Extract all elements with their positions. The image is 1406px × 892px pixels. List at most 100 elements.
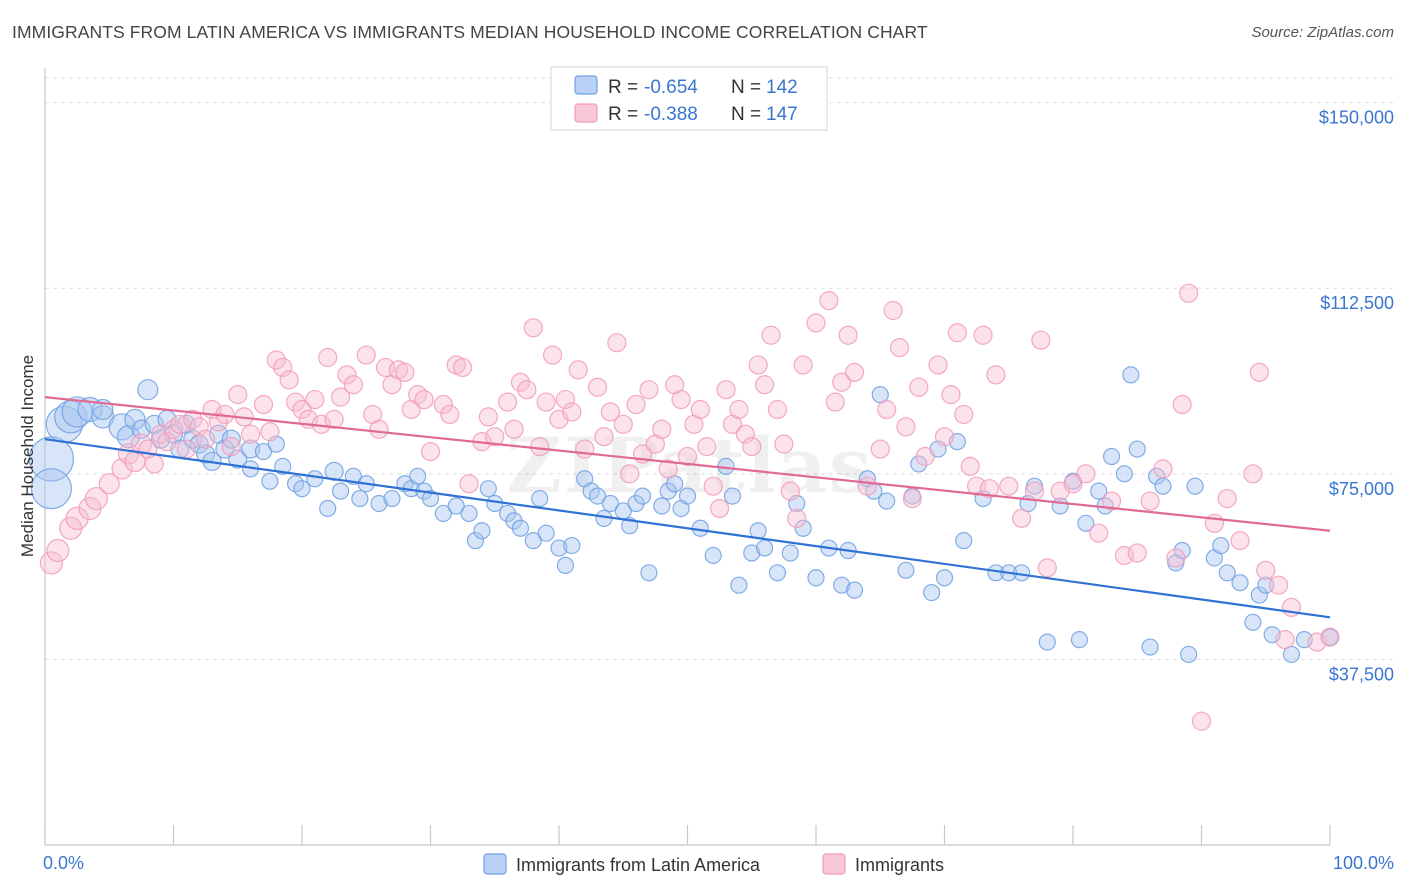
point-latin-america-37 (319, 499, 337, 518)
point-immigrants-15 (163, 419, 184, 439)
point-immigrants-114 (857, 476, 878, 496)
point-immigrants-100 (748, 355, 768, 375)
point-immigrants-98 (735, 424, 755, 444)
point-immigrants-66 (523, 318, 543, 338)
point-immigrants-115 (870, 439, 890, 459)
point-latin-america-122 (1102, 447, 1121, 466)
point-immigrants-43 (356, 345, 376, 365)
point-immigrants-127 (954, 404, 974, 425)
y-tick-label-2: $112,500 (1320, 293, 1394, 313)
point-immigrants-102 (761, 325, 781, 345)
point-immigrants-132 (986, 365, 1006, 385)
point-immigrants-160 (1307, 632, 1327, 652)
point-immigrants-79 (613, 414, 633, 434)
point-immigrants-6 (98, 473, 120, 495)
legend-n-value-1: 142 (766, 77, 798, 98)
point-latin-america-131 (1180, 645, 1198, 664)
legend-r-label-2: R = (608, 104, 638, 125)
point-latin-america-101 (897, 561, 915, 579)
point-immigrants-65 (517, 380, 537, 400)
point-immigrants-57 (453, 357, 473, 378)
point-immigrants-108 (806, 313, 826, 333)
y-tick-label-0: $37,500 (1329, 664, 1394, 684)
point-immigrants-41 (337, 365, 357, 385)
point-latin-america-132 (1186, 477, 1204, 495)
chart-title: IMMIGRANTS FROM LATIN AMERICA VS IMMIGRA… (12, 22, 928, 42)
point-latin-america-92 (807, 569, 825, 587)
point-immigrants-120 (902, 488, 922, 509)
point-latin-america-88 (768, 564, 787, 582)
point-latin-america-74 (640, 564, 658, 582)
point-latin-america-91 (794, 519, 812, 537)
point-immigrants-32 (279, 370, 299, 390)
point-latin-america-118 (1070, 631, 1089, 649)
point-latin-america-138 (1250, 586, 1268, 604)
point-immigrants-81 (626, 394, 646, 415)
y-tick-label-3: $150,000 (1319, 108, 1394, 128)
point-immigrants-144 (1127, 543, 1147, 563)
point-latin-america-139 (1257, 576, 1275, 594)
point-latin-america-34 (293, 480, 311, 498)
point-immigrants-122 (915, 446, 935, 467)
point-immigrants-55 (440, 404, 460, 425)
point-latin-america-50 (447, 497, 465, 515)
point-immigrants-78 (607, 333, 627, 353)
point-latin-america-40 (351, 489, 369, 508)
point-immigrants-136 (1031, 330, 1051, 350)
point-immigrants-51 (408, 385, 428, 405)
point-immigrants-30 (266, 350, 286, 370)
x-tick-label-max: 100.0% (1333, 853, 1394, 873)
point-immigrants-126 (947, 323, 967, 343)
point-latin-america-106 (935, 569, 954, 587)
point-immigrants-110 (825, 392, 845, 412)
point-immigrants-94 (710, 498, 730, 519)
point-immigrants-74 (575, 439, 595, 459)
point-immigrants-91 (690, 399, 710, 420)
point-immigrants-64 (510, 372, 531, 392)
point-latin-america-11 (131, 419, 151, 439)
point-immigrants-24 (221, 437, 241, 457)
point-latin-america-42 (370, 494, 388, 513)
point-immigrants-113 (844, 362, 865, 382)
point-immigrants-158 (1275, 630, 1295, 650)
point-latin-america-58 (511, 519, 530, 537)
point-immigrants-80 (620, 464, 640, 484)
point-immigrants-150 (1191, 711, 1212, 731)
point-latin-america-67 (588, 487, 607, 505)
point-immigrants-49 (395, 362, 415, 382)
point-immigrants-142 (1101, 491, 1122, 511)
point-immigrants-17 (176, 439, 196, 459)
point-latin-america-1 (30, 468, 73, 510)
point-latin-america-4 (61, 396, 93, 428)
point-immigrants-34 (292, 399, 312, 420)
point-immigrants-13 (151, 424, 171, 444)
point-latin-america-115 (1038, 633, 1056, 651)
point-immigrants-42 (343, 375, 363, 395)
point-immigrants-5 (84, 486, 109, 511)
point-immigrants-101 (754, 375, 775, 395)
point-latin-america-89 (781, 544, 799, 562)
point-immigrants-95 (716, 380, 736, 400)
point-latin-america-103 (910, 455, 928, 473)
series-immigrants-points (39, 283, 1340, 731)
point-immigrants-28 (253, 394, 274, 415)
point-latin-america-48 (421, 489, 440, 508)
point-latin-america-8 (108, 413, 136, 441)
point-immigrants-33 (285, 392, 306, 412)
point-immigrants-93 (703, 476, 723, 496)
point-immigrants-38 (318, 347, 338, 368)
point-immigrants-154 (1243, 464, 1263, 484)
point-latin-america-75 (653, 497, 671, 515)
point-immigrants-72 (562, 402, 582, 422)
point-immigrants-116 (877, 399, 897, 420)
chart-source: Source: ZipAtlas.com (1251, 24, 1394, 41)
bottom-legend-swatch-latin-america (483, 853, 507, 875)
point-immigrants-83 (639, 380, 659, 400)
point-immigrants-76 (594, 427, 614, 447)
point-immigrants-104 (774, 434, 794, 454)
legend-n-label-1: N = (731, 77, 761, 98)
point-latin-america-29 (254, 442, 273, 461)
point-immigrants-131 (979, 479, 1000, 499)
legend-r-label-1: R = (608, 77, 638, 98)
point-immigrants-134 (1011, 508, 1032, 528)
